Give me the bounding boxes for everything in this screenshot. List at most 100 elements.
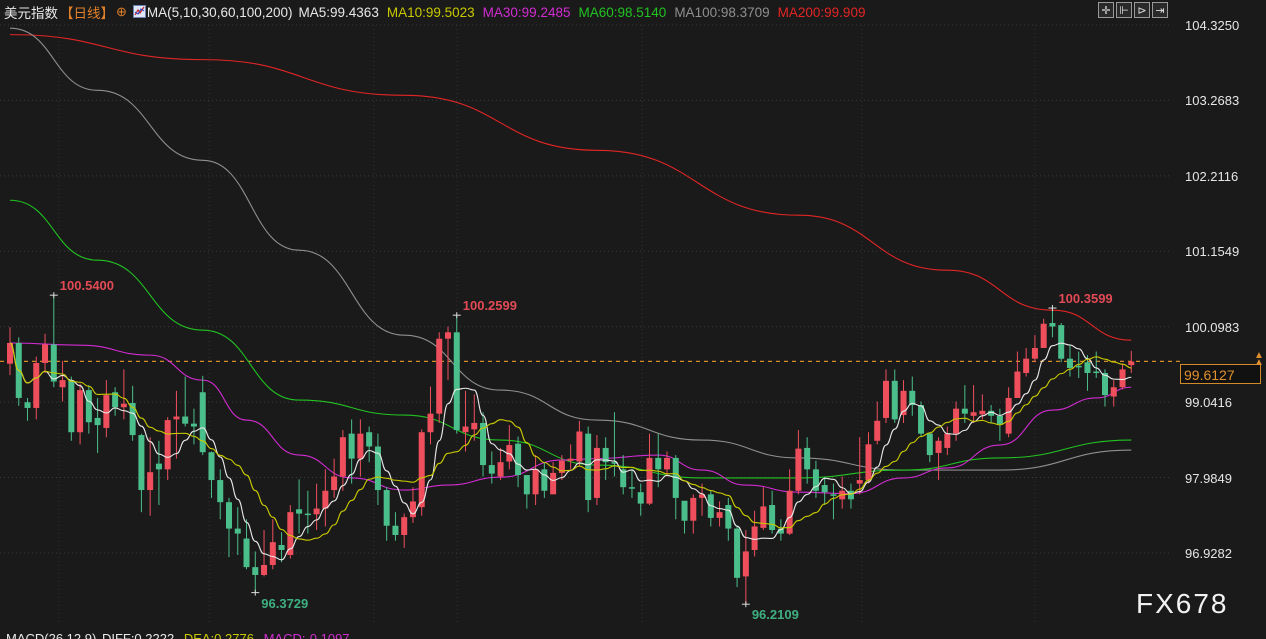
price-axis-tick: 101.1549 [1185, 244, 1240, 260]
candle-body [296, 509, 303, 514]
candle [208, 451, 215, 498]
candle [891, 369, 898, 423]
candle-body [576, 431, 583, 462]
candle [646, 433, 653, 506]
double-up-arrow-icon[interactable]: ▲ ▲ [1254, 350, 1264, 368]
candle [120, 369, 127, 420]
candle-body [1058, 325, 1065, 359]
candle [339, 430, 346, 491]
candle-body [891, 380, 898, 420]
candle [742, 530, 749, 605]
candle-body [742, 551, 749, 577]
candle [182, 376, 189, 427]
candle-body [821, 485, 828, 493]
candle [716, 501, 723, 527]
candle-body [261, 564, 268, 575]
candle-body [1102, 372, 1108, 396]
candle-body [769, 505, 776, 531]
candle-body [129, 402, 136, 436]
candle [348, 419, 355, 484]
candle-body [304, 513, 311, 516]
candle [628, 469, 635, 498]
candle [383, 487, 390, 541]
candle-body [646, 457, 653, 504]
candle-body [1128, 361, 1135, 366]
candle-body [953, 408, 960, 434]
macd-value: MACD:-0.1097 [263, 631, 350, 639]
candle [1049, 308, 1056, 338]
candle-body [278, 545, 285, 550]
exit-icon[interactable]: ⇥ [1152, 2, 1168, 18]
candle-body [847, 490, 854, 500]
candle-body [234, 528, 241, 534]
candle-body [392, 525, 399, 536]
low-price-label: 96.3729 [261, 595, 309, 611]
play-icon[interactable]: ⊳ [1134, 2, 1150, 18]
candle [786, 469, 793, 536]
candle-body [269, 542, 276, 565]
candle [1066, 344, 1073, 377]
period-label[interactable]: 【日线】 [60, 6, 114, 21]
candle [50, 295, 57, 388]
candle-body [961, 408, 968, 414]
candle [804, 437, 811, 484]
candle-body [1084, 362, 1091, 373]
candle [944, 426, 951, 456]
candle [1110, 380, 1117, 407]
candle-body [944, 433, 951, 448]
candle [24, 397, 31, 421]
high-low-markers [49, 292, 1057, 608]
zoom-in-icon[interactable]: ⊩ [1116, 2, 1132, 18]
candle-body [252, 567, 259, 575]
candle [243, 519, 250, 570]
candle-body [611, 462, 618, 464]
price-axis-tick: 102.2116 [1185, 168, 1239, 184]
indicator-chart-icon[interactable] [132, 4, 146, 18]
candle [1093, 351, 1100, 378]
candle [103, 380, 110, 438]
candle-body [804, 447, 811, 470]
candle [322, 469, 329, 527]
candle [1128, 350, 1135, 373]
candle [252, 551, 259, 593]
long-moving-averages [9, 27, 1132, 495]
price-axis-tick: 103.2683 [1185, 93, 1240, 109]
candle-body [1014, 371, 1021, 398]
candle-body [628, 487, 635, 489]
ma-legend-item: MA30:99.2485 [482, 4, 571, 20]
candle [725, 497, 732, 541]
candle-body [1040, 323, 1047, 348]
candle [269, 519, 276, 570]
candle [812, 460, 819, 498]
candle [576, 420, 583, 466]
candle [42, 333, 49, 373]
instrument-title: 美元指数 [4, 6, 58, 21]
candle-body [103, 395, 110, 428]
candle [1014, 351, 1021, 398]
candle-body [453, 332, 460, 431]
price-axis-tick: 100.0983 [1185, 319, 1240, 335]
ma-params: MA(5,10,30,60,100,200) [146, 4, 293, 20]
candle-body [786, 490, 793, 534]
candle-body [138, 435, 145, 491]
crosshair-icon[interactable]: ✛ [1098, 2, 1114, 18]
candle-body [164, 420, 171, 470]
candle-body [926, 433, 933, 456]
price-axis-tick: 99.0416 [1185, 395, 1232, 411]
candle [190, 408, 197, 445]
candle [847, 483, 854, 509]
candle [918, 401, 925, 438]
candle-body [357, 433, 364, 459]
high-price-label: 100.3599 [1058, 291, 1113, 307]
candle [1040, 318, 1047, 348]
candle [751, 510, 758, 557]
candle-body [523, 475, 530, 495]
candle [935, 437, 942, 481]
candle [68, 376, 75, 441]
candle [199, 375, 206, 456]
candle-body [558, 460, 565, 473]
candle-body [322, 490, 329, 509]
candle [961, 385, 968, 423]
add-indicator-icon[interactable]: ⊕ [116, 4, 127, 19]
